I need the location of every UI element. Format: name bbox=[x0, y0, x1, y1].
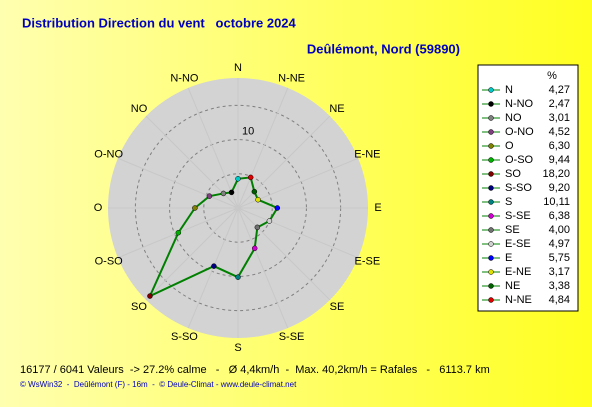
legend-value: 18,20 bbox=[542, 168, 570, 180]
rose-point bbox=[255, 196, 261, 203]
direction-label: E-SE bbox=[354, 255, 380, 267]
legend-value: 9,44 bbox=[549, 154, 570, 166]
rose-point bbox=[206, 193, 213, 199]
legend-marker bbox=[488, 115, 494, 121]
legend-value: 5,75 bbox=[549, 252, 570, 264]
legend-value: 10,11 bbox=[543, 196, 570, 208]
r-tick-label: 10 bbox=[242, 125, 254, 137]
legend-value: 2,47 bbox=[549, 98, 570, 110]
rose-point bbox=[254, 224, 261, 231]
rose-point bbox=[266, 218, 273, 224]
legend-marker bbox=[488, 171, 494, 177]
legend-value: 4,27 bbox=[549, 84, 570, 96]
legend-value: 3,38 bbox=[549, 280, 570, 292]
direction-label: N-NE bbox=[278, 73, 305, 85]
legend-marker bbox=[488, 143, 494, 149]
legend-marker bbox=[488, 297, 494, 303]
legend-value: 6,38 bbox=[549, 210, 570, 222]
direction-label: O-SO bbox=[95, 255, 124, 267]
legend-label: NE bbox=[505, 280, 520, 292]
legend-label: N bbox=[505, 84, 513, 96]
legend-label: E bbox=[505, 252, 512, 264]
footer-stats: 16177 / 6041 Valeurs -> 27.2% calme - Ø … bbox=[20, 364, 490, 376]
direction-label: E-NE bbox=[354, 148, 380, 160]
chart-subtitle: Deûlémont, Nord (59890) bbox=[307, 41, 460, 56]
direction-label: SE bbox=[330, 301, 345, 313]
direction-label: O bbox=[94, 202, 103, 214]
rose-point bbox=[192, 205, 198, 211]
legend-label: E-SE bbox=[505, 238, 531, 250]
legend-marker bbox=[488, 129, 494, 135]
legend-label: S-SO bbox=[505, 182, 532, 194]
rose-point bbox=[247, 174, 254, 181]
direction-label: N-NO bbox=[170, 73, 199, 85]
spoke bbox=[145, 207, 239, 301]
legend-label: NO bbox=[505, 112, 522, 124]
legend-marker bbox=[488, 87, 494, 93]
legend-header: % bbox=[547, 70, 557, 82]
legend-label: O bbox=[505, 140, 514, 152]
legend-label: E-NE bbox=[505, 266, 531, 278]
legend-label: O-NO bbox=[505, 126, 534, 138]
spoke bbox=[117, 157, 239, 209]
spoke bbox=[237, 207, 331, 301]
spoke bbox=[187, 87, 239, 209]
legend-value: 4,00 bbox=[549, 224, 570, 236]
legend-marker bbox=[488, 227, 494, 233]
legend-value: 6,30 bbox=[549, 140, 570, 152]
legend-value: 4,52 bbox=[549, 126, 570, 138]
legend-label: SO bbox=[505, 168, 521, 180]
legend-marker bbox=[488, 213, 494, 219]
spoke bbox=[237, 87, 289, 209]
rose-point bbox=[235, 274, 241, 280]
footer-credit: © WsWin32 - Deûlémont (F) - 16m - © Deul… bbox=[20, 380, 297, 389]
rose-point bbox=[147, 293, 153, 299]
rose-point bbox=[235, 176, 241, 182]
legend-label: N-NE bbox=[505, 294, 532, 306]
direction-label: NE bbox=[329, 103, 344, 115]
direction-label: S-SO bbox=[171, 331, 198, 343]
direction-label: E bbox=[374, 202, 381, 214]
direction-label: SO bbox=[131, 301, 147, 313]
direction-label: S bbox=[234, 342, 241, 354]
legend-label: O-SO bbox=[505, 154, 534, 166]
rose-point bbox=[251, 245, 258, 252]
legend-value: 4,84 bbox=[549, 294, 570, 306]
direction-label: O-NO bbox=[94, 148, 123, 160]
legend-label: SE bbox=[505, 224, 520, 236]
legend-label: S-SE bbox=[505, 210, 531, 222]
rose-point bbox=[251, 188, 258, 195]
direction-label: N bbox=[234, 62, 242, 74]
legend-marker bbox=[488, 283, 494, 289]
rose-point bbox=[228, 189, 235, 196]
chart-title: Distribution Direction du vent octobre 2… bbox=[22, 15, 297, 30]
legend-value: 3,17 bbox=[549, 266, 570, 278]
legend-marker bbox=[488, 255, 494, 261]
legend-value: 3,01 bbox=[549, 112, 570, 124]
legend-marker bbox=[488, 185, 494, 191]
rose-point bbox=[220, 190, 227, 197]
legend-marker bbox=[488, 241, 494, 247]
legend-value: 9,20 bbox=[549, 182, 570, 194]
legend-label: N-NO bbox=[505, 98, 534, 110]
rose-point bbox=[211, 263, 217, 269]
rose-point bbox=[274, 205, 281, 211]
legend-marker bbox=[488, 199, 494, 205]
legend-marker bbox=[488, 157, 494, 163]
direction-label: S-SE bbox=[279, 331, 305, 343]
legend-marker bbox=[488, 101, 494, 107]
spoke bbox=[237, 207, 359, 259]
legend-value: 4,97 bbox=[549, 238, 570, 250]
legend-marker bbox=[488, 269, 494, 275]
rose-point bbox=[175, 229, 182, 236]
legend-label: S bbox=[505, 196, 512, 208]
direction-label: NO bbox=[131, 103, 148, 115]
spoke bbox=[237, 207, 289, 329]
